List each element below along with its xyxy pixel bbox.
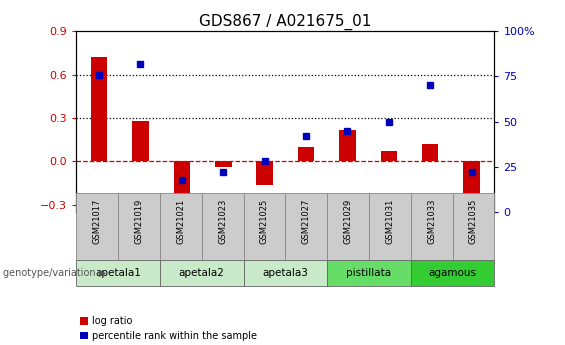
Bar xyxy=(244,193,285,260)
Bar xyxy=(160,193,202,260)
Bar xyxy=(202,193,244,260)
Text: apetala3: apetala3 xyxy=(262,268,308,278)
Bar xyxy=(257,161,273,185)
Bar xyxy=(381,151,397,161)
Text: agamous: agamous xyxy=(429,268,476,278)
Text: GSM21029: GSM21029 xyxy=(344,199,353,244)
Bar xyxy=(327,260,411,286)
Bar xyxy=(339,130,356,161)
Text: GSM21023: GSM21023 xyxy=(218,199,227,244)
Text: GSM21027: GSM21027 xyxy=(302,199,311,244)
Bar xyxy=(411,260,494,286)
Bar xyxy=(76,260,160,286)
Title: GDS867 / A021675_01: GDS867 / A021675_01 xyxy=(199,13,372,30)
Text: GSM21035: GSM21035 xyxy=(469,199,478,244)
Bar xyxy=(298,147,314,161)
Bar xyxy=(91,57,107,161)
Text: GSM21033: GSM21033 xyxy=(427,199,436,244)
Bar xyxy=(76,193,118,260)
Bar xyxy=(453,193,494,260)
Bar xyxy=(369,193,411,260)
Text: pistillata: pistillata xyxy=(346,268,392,278)
Bar xyxy=(215,161,232,167)
Bar xyxy=(463,161,480,200)
Text: GSM21021: GSM21021 xyxy=(176,199,185,244)
Text: GSM21031: GSM21031 xyxy=(385,199,394,244)
Legend: log ratio, percentile rank within the sample: log ratio, percentile rank within the sa… xyxy=(76,312,260,345)
Text: genotype/variation ▶: genotype/variation ▶ xyxy=(3,268,106,278)
Bar xyxy=(244,260,327,286)
Bar xyxy=(160,260,244,286)
Text: GSM21017: GSM21017 xyxy=(93,199,102,244)
Text: apetala1: apetala1 xyxy=(95,268,141,278)
Bar xyxy=(411,193,453,260)
Bar xyxy=(327,193,369,260)
Bar xyxy=(118,193,160,260)
Bar xyxy=(285,193,327,260)
Text: GSM21025: GSM21025 xyxy=(260,199,269,244)
Bar xyxy=(422,144,438,161)
Bar xyxy=(173,161,190,209)
Bar xyxy=(132,121,149,161)
Text: apetala2: apetala2 xyxy=(179,268,225,278)
Text: GSM21019: GSM21019 xyxy=(134,199,144,244)
